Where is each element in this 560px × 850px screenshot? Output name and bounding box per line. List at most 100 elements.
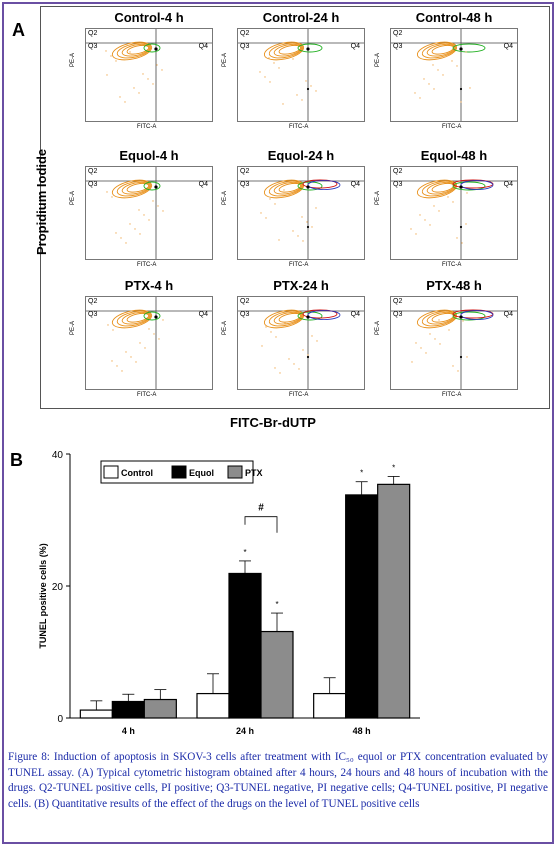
flow-plot-area: Q2 Q3 Q4 [85,166,213,260]
flow-plot-title: PTX-48 h [426,278,482,293]
quadrant-label-q4: Q4 [350,311,360,318]
quadrant-label-q4: Q4 [350,181,360,188]
legend-label-ptx: PTX [245,468,263,478]
flow-contour-graphic [238,167,364,259]
flow-plot: PTX-48 h Q2 Q3 Q4 PE-A FITC-A [375,278,528,398]
figure-caption: Figure 8: Induction of apoptosis in SKOV… [8,751,548,810]
quadrant-label-q2: Q2 [240,168,250,175]
flow-plot-area: Q2 Q3 Q4 [237,28,365,122]
bar-control [196,692,230,719]
flow-y-axis-label: PE-A [222,190,229,206]
y-tick-label: 20 [52,582,64,593]
flow-plot-title: PTX-4 h [124,278,174,293]
quadrant-label-q2: Q2 [88,30,98,37]
panel-a-letter: A [12,20,25,40]
quadrant-label-q3: Q3 [88,311,98,318]
x-tick-label: 48 h [353,726,371,736]
significance-star: * [360,469,363,478]
legend-box [100,460,254,484]
significance-star: * [243,548,246,557]
quadrant-label-q2: Q2 [240,30,250,37]
legend-swatch-equol [171,465,187,479]
flow-plot-area: Q2 Q3 Q4 [237,296,365,390]
flow-plot-title: PTX-24 h [273,278,329,293]
legend-swatch-control [103,465,119,479]
flow-plot: Equol-48 h Q2 Q3 Q4 PE-A FITC-A [375,148,528,268]
quadrant-label-q4: Q4 [198,311,208,318]
bar-ptx [260,630,294,719]
flow-contour-graphic [238,297,364,389]
quadrant-label-q4: Q4 [350,43,360,50]
flow-plot-area: Q2 Q3 Q4 [85,296,213,390]
bar-control [79,709,113,719]
quadrant-label-q2: Q2 [393,168,403,175]
quadrant-label-q2: Q2 [240,298,250,305]
quadrant-label-q3: Q3 [240,43,250,50]
flow-plot: PTX-4 h Q2 Q3 Q4 PE-A FITC-A [70,278,223,398]
flow-x-axis-label: FITC-A [137,262,157,268]
flow-plot: Control-4 h Q2 Q3 Q4 PE-A FITC-A [70,10,223,130]
quadrant-label-q2: Q2 [393,298,403,305]
quadrant-label-q4: Q4 [503,311,513,318]
quadrant-label-q2: Q2 [393,30,403,37]
bar-control [313,692,347,719]
panel-a-y-title: Propidium Iodide [34,148,49,255]
bar-equol [345,494,379,719]
flow-contour-graphic [86,297,212,389]
bar-equol [228,572,262,719]
flow-y-axis-label: PE-A [70,320,77,336]
flow-y-axis-label: PE-A [375,320,382,336]
quadrant-label-q3: Q3 [240,311,250,318]
x-tick-label: 4 h [122,726,135,736]
tunel-bar-chart: 0 20 40 TUNEL positive cells (%) 4 h * * 24 h * *… [38,450,420,736]
panel-b-letter: B [10,450,23,470]
flow-contour-graphic [391,297,517,389]
flow-x-axis-label: FITC-A [442,262,462,268]
y-tick-label: 0 [57,714,63,725]
flow-contour-graphic [391,29,517,121]
flow-x-axis-label: FITC-A [442,124,462,130]
flow-contour-graphic [86,29,212,121]
flow-plot-title: Control-4 h [114,10,184,25]
significance-bracket [244,516,278,533]
flow-y-axis-label: PE-A [222,320,229,336]
flow-plot: Equol-4 h Q2 Q3 Q4 PE-A FITC-A [70,148,223,268]
flow-plot-area: Q2 Q3 Q4 [85,28,213,122]
flow-y-axis-label: PE-A [222,52,229,68]
flow-x-axis-label: FITC-A [289,392,309,398]
panel-a-x-title: FITC-Br-dUTP [230,415,316,430]
quadrant-label-q4: Q4 [503,43,513,50]
bar-ptx [143,698,177,719]
quadrant-label-q2: Q2 [88,298,98,305]
flow-plot-area: Q2 Q3 Q4 [237,166,365,260]
flow-contour-graphic [86,167,212,259]
flow-plot-title: Control-24 h [262,10,340,25]
flow-contour-graphic [391,167,517,259]
significance-hash: # [258,503,264,514]
quadrant-label-q4: Q4 [198,181,208,188]
quadrant-label-q2: Q2 [88,168,98,175]
flow-x-axis-label: FITC-A [137,124,157,130]
quadrant-label-q4: Q4 [198,43,208,50]
flow-plot-area: Q2 Q3 Q4 [390,166,518,260]
flow-y-axis-label: PE-A [375,190,382,206]
legend-swatch-ptx [227,465,243,479]
flow-plot-title: Control-48 h [415,10,493,25]
quadrant-label-q4: Q4 [503,181,513,188]
significance-star: * [275,600,278,609]
quadrant-label-q3: Q3 [88,181,98,188]
flow-x-axis-label: FITC-A [442,392,462,398]
flow-plot-title: Equol-48 h [420,148,488,163]
flow-y-axis-label: PE-A [70,52,77,68]
flow-plot: Control-48 h Q2 Q3 Q4 PE-A FITC-A [375,10,528,130]
bar-equol [111,700,145,719]
flow-plot: Control-24 h Q2 Q3 Q4 PE-A FITC-A [222,10,375,130]
flow-y-axis-label: PE-A [70,190,77,206]
y-axis-title: TUNEL positive cells (%) [38,543,48,648]
bar-ptx [377,483,411,719]
x-tick-label: 24 h [236,726,254,736]
quadrant-label-q3: Q3 [393,311,403,318]
flow-plot-area: Q2 Q3 Q4 [390,28,518,122]
flow-x-axis-label: FITC-A [289,262,309,268]
quadrant-label-q3: Q3 [240,181,250,188]
